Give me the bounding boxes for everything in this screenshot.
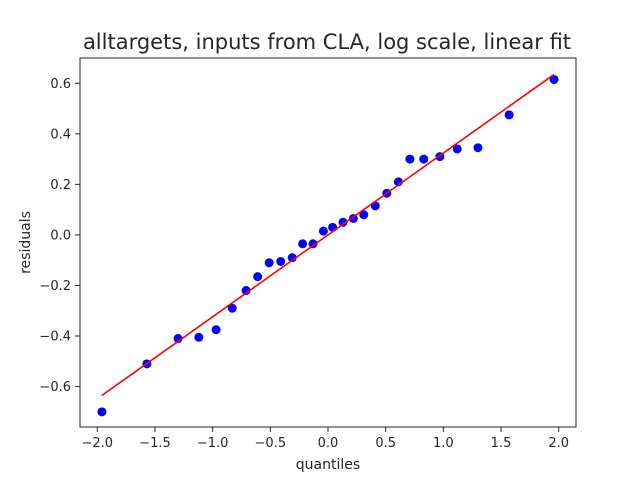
data-point bbox=[264, 258, 274, 268]
y-axis-label: residuals bbox=[18, 211, 34, 274]
data-point bbox=[419, 154, 429, 164]
data-point bbox=[287, 253, 297, 263]
x-tick-label: −1.0 bbox=[197, 436, 229, 451]
y-tick-label: −0.6 bbox=[39, 380, 71, 395]
data-point bbox=[308, 239, 318, 249]
data-point bbox=[194, 332, 204, 342]
data-point bbox=[338, 217, 348, 227]
data-point bbox=[452, 144, 462, 154]
x-axis: −2.0 −1.5 −1.0 −0.5 0.0 0.5 1.0 1.5 2.0 bbox=[82, 427, 569, 451]
data-point bbox=[276, 256, 286, 266]
y-tick-label: 0.0 bbox=[50, 228, 71, 243]
data-point bbox=[253, 272, 263, 282]
y-tick-label: 0.4 bbox=[50, 127, 71, 142]
x-tick-label: 1.0 bbox=[433, 436, 454, 451]
x-axis-label: quantiles bbox=[296, 457, 360, 473]
data-point bbox=[318, 226, 328, 236]
data-point bbox=[173, 334, 183, 344]
data-point bbox=[241, 286, 251, 296]
x-tick-label: 2.0 bbox=[548, 436, 569, 451]
data-point bbox=[405, 154, 415, 164]
data-point bbox=[504, 110, 514, 120]
plot-area bbox=[97, 73, 559, 417]
y-tick-label: −0.4 bbox=[39, 330, 71, 345]
x-tick-label: 0.5 bbox=[375, 436, 396, 451]
data-point bbox=[359, 210, 369, 220]
data-point bbox=[211, 325, 221, 335]
y-axis: −0.6 −0.4 −0.2 0.0 0.2 0.4 0.6 bbox=[39, 77, 80, 395]
data-point bbox=[298, 239, 308, 249]
x-tick-label: 0.0 bbox=[318, 436, 339, 451]
data-point bbox=[328, 222, 338, 232]
data-point bbox=[473, 143, 483, 153]
x-tick-label: 1.5 bbox=[491, 436, 512, 451]
data-point bbox=[549, 74, 559, 84]
x-tick-label: −1.5 bbox=[139, 436, 171, 451]
y-tick-label: 0.6 bbox=[50, 77, 71, 92]
y-tick-label: −0.2 bbox=[39, 279, 71, 294]
x-tick-label: −2.0 bbox=[82, 436, 114, 451]
x-tick-label: −0.5 bbox=[255, 436, 287, 451]
data-point bbox=[97, 407, 107, 417]
y-tick-label: 0.2 bbox=[50, 178, 71, 193]
data-point bbox=[227, 303, 237, 313]
plot-frame bbox=[79, 57, 577, 428]
fit-line bbox=[101, 73, 555, 397]
chart-title: alltargets, inputs from CLA, log scale, … bbox=[83, 30, 571, 54]
